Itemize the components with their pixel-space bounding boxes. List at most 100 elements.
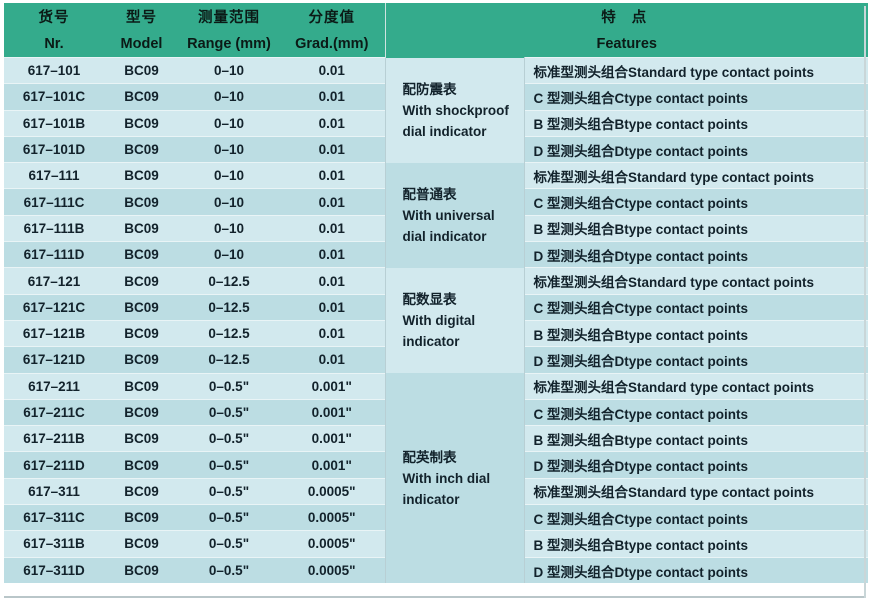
cell-nr: 617–311 <box>4 477 104 505</box>
cell-grad: 0.001" <box>279 425 385 452</box>
cell-grad: 0.0005" <box>279 477 385 505</box>
cell-model: BC09 <box>104 372 179 400</box>
cell-model: BC09 <box>104 56 179 84</box>
table-row: 617–101D BC09 0–10 0.01 D 型测头组合Dtype contact… <box>4 135 868 163</box>
cell-grad: 0.001" <box>279 451 385 479</box>
cell-nr: 617–311C <box>4 504 104 531</box>
cell-feature: D 型测头组合Dtype contact points <box>524 346 868 374</box>
group-label-line: indicator <box>402 491 460 507</box>
cell-range: 0–12.5 <box>179 293 279 321</box>
cell-range: 0–0.5" <box>179 504 279 531</box>
cell-range: 0–10 <box>179 56 279 84</box>
cell-range: 0–0.5" <box>179 477 279 505</box>
table-body: 617–101 BC09 0–10 0.01 配防震表 With shockproof di… <box>4 56 868 584</box>
cell-range: 0–10 <box>179 214 279 242</box>
cell-feature: B 型测头组合Btype contact points <box>524 530 868 558</box>
cell-model: BC09 <box>104 556 179 584</box>
cell-nr: 617–211B <box>4 425 104 452</box>
cell-feature: C 型测头组合Ctype contact points <box>524 504 868 531</box>
header-features-en: Features <box>385 30 868 58</box>
cell-group-shockproof: 配防震表 With shockproof dial indicator <box>384 57 525 163</box>
header-model-cn: 型号 <box>104 3 179 30</box>
product-spec-table: 货号 型号 测量范围 分度值 特 点 Nr. Model Range (mm) … <box>4 3 868 584</box>
table-row: 617–211C BC09 0–0.5" 0.001" C 型测头组合Ctype con… <box>4 398 868 426</box>
cell-nr: 617–311B <box>4 530 104 558</box>
cell-range: 0–10 <box>179 162 279 189</box>
header-model-en: Model <box>104 30 179 58</box>
cell-grad: 0.0005" <box>279 504 385 531</box>
cell-group-digital: 配数显表 With digital indicator <box>384 267 525 374</box>
cell-range: 0–0.5" <box>179 556 279 584</box>
cell-range: 0–10 <box>179 135 279 163</box>
cell-grad: 0.01 <box>279 109 385 137</box>
cell-grad: 0.01 <box>279 346 385 374</box>
cell-feature: D 型测头组合Dtype contact points <box>524 556 868 584</box>
cell-nr: 617–111B <box>4 214 104 242</box>
cell-feature: C 型测头组合Ctype contact points <box>524 188 868 216</box>
cell-range: 0–0.5" <box>179 398 279 426</box>
group-label-line: With inch dial <box>402 470 491 486</box>
cell-grad: 0.01 <box>279 188 385 216</box>
cell-range: 0–0.5" <box>179 372 279 400</box>
cell-grad: 0.0005" <box>279 556 385 584</box>
cell-nr: 617–211 <box>4 372 104 400</box>
group-label-line: dial indicator <box>402 123 487 139</box>
header-grad-cn: 分度值 <box>279 3 386 30</box>
cell-range: 0–0.5" <box>179 451 279 479</box>
bottom-rule <box>4 596 864 598</box>
cell-feature: 标准型测头组合Standard type contact points <box>524 372 868 400</box>
cell-nr: 617–211D <box>4 451 104 479</box>
spec-sheet-page: 货号 型号 测量范围 分度值 特 点 Nr. Model Range (mm) … <box>0 3 869 601</box>
cell-model: BC09 <box>104 162 179 189</box>
table-row: 617–211 BC09 0–0.5" 0.001" 配英制表 With inch dia… <box>4 372 868 584</box>
cell-range: 0–10 <box>179 241 279 268</box>
table-row: 617–111B BC09 0–10 0.01 B 型测头组合Btype contact… <box>4 214 868 242</box>
table-row: 617–111 BC09 0–10 0.01 配普通表 With universal dia… <box>4 162 868 268</box>
group-label-line: 配防震表 <box>402 81 457 97</box>
group-label-line: 配数显表 <box>402 291 457 307</box>
table-row: 617–311C BC09 0–0.5" 0.0005" C 型测头组合Ctype co… <box>4 504 868 531</box>
cell-range: 0–10 <box>179 109 279 137</box>
cell-feature: B 型测头组合Btype contact points <box>524 319 868 347</box>
cell-model: BC09 <box>104 293 179 321</box>
cell-grad: 0.0005" <box>279 530 385 558</box>
cell-model: BC09 <box>104 267 179 295</box>
cell-nr: 617–101 <box>4 56 104 84</box>
table-row: 617–101 BC09 0–10 0.01 配防震表 With shockproof di… <box>4 56 868 163</box>
header-grad-en: Grad.(mm) <box>279 30 386 58</box>
cell-model: BC09 <box>104 398 179 426</box>
cell-model: BC09 <box>104 451 179 479</box>
cell-nr: 617–111C <box>4 188 104 216</box>
group-label-line: 配普通表 <box>402 186 457 202</box>
cell-nr: 617–121C <box>4 293 104 321</box>
group-label-line: dial indicator <box>402 228 487 244</box>
cell-feature: B 型测头组合Btype contact points <box>524 425 868 452</box>
table-row: 617–111D BC09 0–10 0.01 D 型测头组合Dtype contact… <box>4 241 868 268</box>
cell-range: 0–10 <box>179 188 279 216</box>
cell-grad: 0.01 <box>279 267 385 295</box>
cell-model: BC09 <box>104 346 179 374</box>
cell-feature: C 型测头组合Ctype contact points <box>524 83 868 111</box>
cell-grad: 0.01 <box>279 83 385 111</box>
cell-feature: D 型测头组合Dtype contact points <box>524 451 868 479</box>
cell-nr: 617–211C <box>4 398 104 426</box>
header-features-cn: 特 点 <box>385 3 868 30</box>
cell-nr: 617–311D <box>4 556 104 584</box>
group-label-line: With shockproof <box>402 102 509 118</box>
cell-nr: 617–101D <box>4 135 104 163</box>
cell-feature: 标准型测头组合Standard type contact points <box>524 267 868 295</box>
cell-feature: C 型测头组合Ctype contact points <box>524 398 868 426</box>
cell-grad: 0.001" <box>279 372 385 400</box>
cell-range: 0–12.5 <box>179 319 279 347</box>
cell-feature: 标准型测头组合Standard type contact points <box>524 56 868 84</box>
cell-range: 0–12.5 <box>179 267 279 295</box>
table-row: 617–121D BC09 0–12.5 0.01 D 型测头组合Dtype conta… <box>4 346 868 374</box>
cell-feature: D 型测头组合Dtype contact points <box>524 241 868 268</box>
table-row: 617–111C BC09 0–10 0.01 C 型测头组合Ctype contact… <box>4 188 868 216</box>
cell-nr: 617–121 <box>4 267 104 295</box>
table-row: 617–211D BC09 0–0.5" 0.001" D 型测头组合Dtype con… <box>4 451 868 479</box>
cell-model: BC09 <box>104 83 179 111</box>
cell-grad: 0.01 <box>279 214 385 242</box>
header-nr-en: Nr. <box>4 30 104 58</box>
cell-model: BC09 <box>104 241 179 268</box>
